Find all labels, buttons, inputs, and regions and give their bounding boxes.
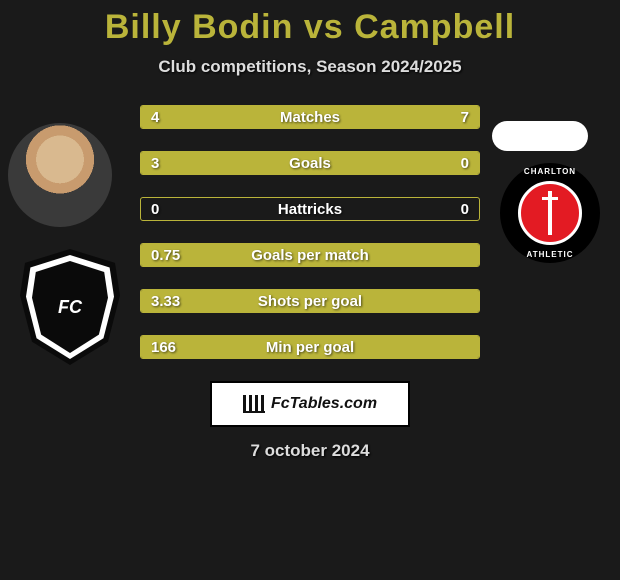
brand-box: FcTables.com: [210, 381, 410, 427]
chart-icon: [243, 395, 265, 413]
stat-label: Hattricks: [141, 198, 479, 221]
stat-value-right: 0: [461, 152, 469, 175]
stat-value-left: 0.75: [151, 244, 180, 267]
club-name-bottom: ATHLETIC: [500, 250, 600, 259]
stat-bar-track: Min per goal166: [140, 335, 480, 359]
date-label: 7 october 2024: [0, 441, 620, 461]
comparison-panel: FC CHARLTON ATHLETIC Matches47Goals30Hat…: [0, 105, 620, 359]
player-left-avatar: [8, 123, 112, 227]
stat-row: Goals per match0.75: [140, 243, 480, 267]
stat-bar-track: Shots per goal3.33: [140, 289, 480, 313]
page-title: Billy Bodin vs Campbell: [0, 0, 620, 47]
player-right-club-badge: CHARLTON ATHLETIC: [500, 163, 600, 263]
brand-label: FcTables.com: [271, 395, 377, 413]
page-subtitle: Club competitions, Season 2024/2025: [0, 57, 620, 77]
stat-row: Matches4 7: [140, 105, 480, 129]
stat-label: Shots per goal: [141, 290, 479, 313]
stat-value-left: 3.33: [151, 290, 180, 313]
stat-bar-track: Goals3 0: [140, 151, 480, 175]
stat-label: Goals: [141, 152, 479, 175]
stat-label: Matches: [141, 106, 479, 129]
stat-value-right: 0: [461, 198, 469, 221]
stat-bar-track: Hattricks0 0: [140, 197, 480, 221]
player-left-national-badge: FC: [20, 249, 120, 365]
stat-value-left: 3: [151, 152, 159, 175]
stat-row: Hattricks0 0: [140, 197, 480, 221]
stat-row: Shots per goal3.33: [140, 289, 480, 313]
stat-value-left: 0: [151, 198, 159, 221]
sword-icon: [548, 191, 552, 235]
club-name-top: CHARLTON: [500, 167, 600, 176]
stat-label: Goals per match: [141, 244, 479, 267]
stat-bar-track: Goals per match0.75: [140, 243, 480, 267]
stat-row: Min per goal166: [140, 335, 480, 359]
stat-row: Goals3 0: [140, 151, 480, 175]
stat-value-left: 166: [151, 336, 176, 359]
stat-bars: Matches47Goals30Hattricks00Goals per mat…: [140, 105, 480, 359]
stat-value-right: 7: [461, 106, 469, 129]
stat-bar-track: Matches4 7: [140, 105, 480, 129]
stat-label: Min per goal: [141, 336, 479, 359]
stat-value-left: 4: [151, 106, 159, 129]
player-right-avatar: [492, 121, 588, 151]
